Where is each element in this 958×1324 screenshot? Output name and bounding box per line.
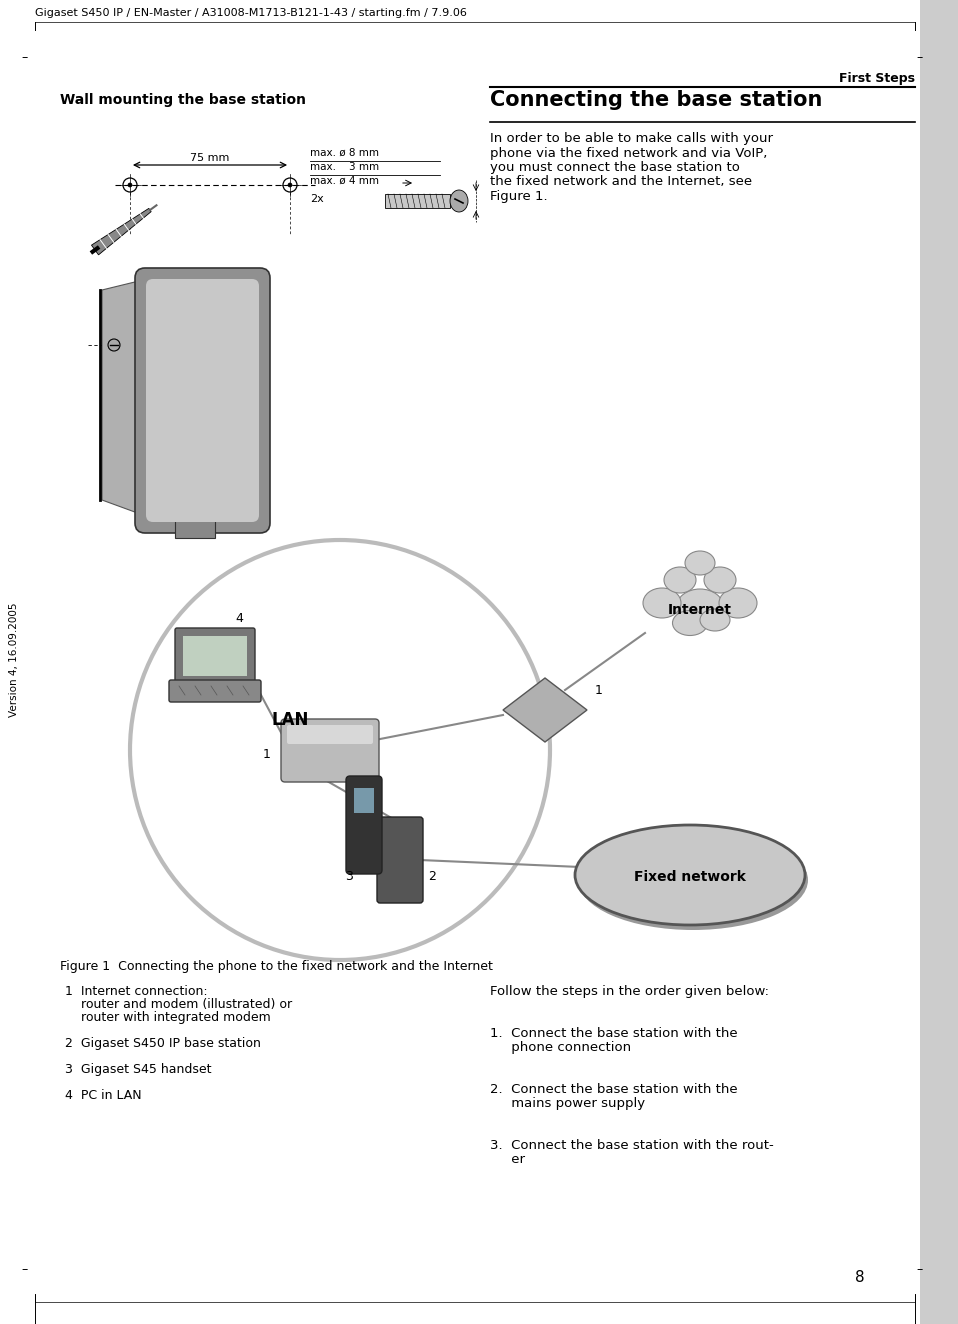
Polygon shape xyxy=(102,279,143,515)
Text: Fixed network: Fixed network xyxy=(634,870,746,884)
Text: 3.  Connect the base station with the rout-: 3. Connect the base station with the rou… xyxy=(490,1139,774,1152)
Text: –: – xyxy=(917,52,924,65)
Text: 8: 8 xyxy=(855,1270,865,1286)
Ellipse shape xyxy=(700,609,730,632)
Text: 2  Gigaset S450 IP base station: 2 Gigaset S450 IP base station xyxy=(65,1037,261,1050)
Text: –: – xyxy=(22,52,28,65)
Text: –: – xyxy=(22,1263,28,1276)
FancyBboxPatch shape xyxy=(281,719,379,782)
Ellipse shape xyxy=(704,567,736,593)
Text: er: er xyxy=(490,1153,525,1166)
FancyBboxPatch shape xyxy=(169,681,261,702)
Text: LAN: LAN xyxy=(271,711,308,730)
Ellipse shape xyxy=(673,610,708,636)
Text: max. ø 4 mm: max. ø 4 mm xyxy=(310,176,379,185)
FancyBboxPatch shape xyxy=(377,817,423,903)
Text: Follow the steps in the order given below:: Follow the steps in the order given belo… xyxy=(490,985,769,998)
Text: Figure 1  Connecting the phone to the fixed network and the Internet: Figure 1 Connecting the phone to the fix… xyxy=(60,960,492,973)
Text: 4: 4 xyxy=(235,612,243,625)
Text: Version 4, 16.09.2005: Version 4, 16.09.2005 xyxy=(9,602,19,718)
Text: 1: 1 xyxy=(595,683,603,696)
FancyBboxPatch shape xyxy=(146,279,259,522)
Text: Gigaset S450 IP / EN-Master / A31008-M1713-B121-1-43 / starting.fm / 7.9.06: Gigaset S450 IP / EN-Master / A31008-M17… xyxy=(35,8,467,19)
Text: the fixed network and the Internet, see: the fixed network and the Internet, see xyxy=(490,176,752,188)
Ellipse shape xyxy=(664,567,696,593)
FancyBboxPatch shape xyxy=(346,776,382,874)
Text: 1: 1 xyxy=(263,748,271,761)
Bar xyxy=(183,636,247,677)
Text: max. ø 8 mm: max. ø 8 mm xyxy=(310,148,379,158)
Circle shape xyxy=(288,183,292,187)
Text: Internet: Internet xyxy=(668,602,732,617)
Text: router with integrated modem: router with integrated modem xyxy=(65,1012,271,1023)
Text: you must connect the base station to: you must connect the base station to xyxy=(490,162,740,173)
Bar xyxy=(354,788,374,813)
Ellipse shape xyxy=(575,825,805,925)
Text: router and modem (illustrated) or: router and modem (illustrated) or xyxy=(65,998,292,1012)
Text: Figure 1.: Figure 1. xyxy=(490,191,548,203)
Text: 3: 3 xyxy=(345,870,353,883)
Bar xyxy=(920,0,958,1324)
Text: 2.  Connect the base station with the: 2. Connect the base station with the xyxy=(490,1083,738,1096)
Text: phone connection: phone connection xyxy=(490,1041,631,1054)
Polygon shape xyxy=(91,208,151,254)
FancyBboxPatch shape xyxy=(175,628,255,685)
Text: 2: 2 xyxy=(428,870,436,883)
Text: max.    3 mm: max. 3 mm xyxy=(310,162,379,172)
Ellipse shape xyxy=(676,589,724,628)
Ellipse shape xyxy=(643,588,681,618)
Text: Connecting the base station: Connecting the base station xyxy=(490,90,822,110)
Text: 75 mm: 75 mm xyxy=(191,154,230,163)
Text: 1.  Connect the base station with the: 1. Connect the base station with the xyxy=(490,1027,738,1039)
Circle shape xyxy=(108,339,120,351)
Ellipse shape xyxy=(719,588,757,618)
Bar xyxy=(385,195,450,208)
Text: Wall mounting the base station: Wall mounting the base station xyxy=(60,93,306,107)
Ellipse shape xyxy=(578,830,808,929)
FancyBboxPatch shape xyxy=(135,267,270,534)
Text: 3  Gigaset S45 handset: 3 Gigaset S45 handset xyxy=(65,1063,212,1076)
Text: 1  Internet connection:: 1 Internet connection: xyxy=(65,985,208,998)
Text: First Steps: First Steps xyxy=(839,71,915,85)
Ellipse shape xyxy=(450,191,468,212)
Circle shape xyxy=(128,183,132,187)
Text: 4  PC in LAN: 4 PC in LAN xyxy=(65,1090,142,1102)
Bar xyxy=(175,518,215,538)
Text: 13 mm: 13 mm xyxy=(105,294,142,305)
Polygon shape xyxy=(503,678,587,741)
Text: phone via the fixed network and via VoIP,: phone via the fixed network and via VoIP… xyxy=(490,147,767,159)
Text: In order to be able to make calls with your: In order to be able to make calls with y… xyxy=(490,132,773,146)
Text: 2x: 2x xyxy=(310,195,324,204)
FancyBboxPatch shape xyxy=(287,726,373,744)
Text: –: – xyxy=(917,1263,924,1276)
Ellipse shape xyxy=(685,551,715,575)
Text: mains power supply: mains power supply xyxy=(490,1098,645,1110)
